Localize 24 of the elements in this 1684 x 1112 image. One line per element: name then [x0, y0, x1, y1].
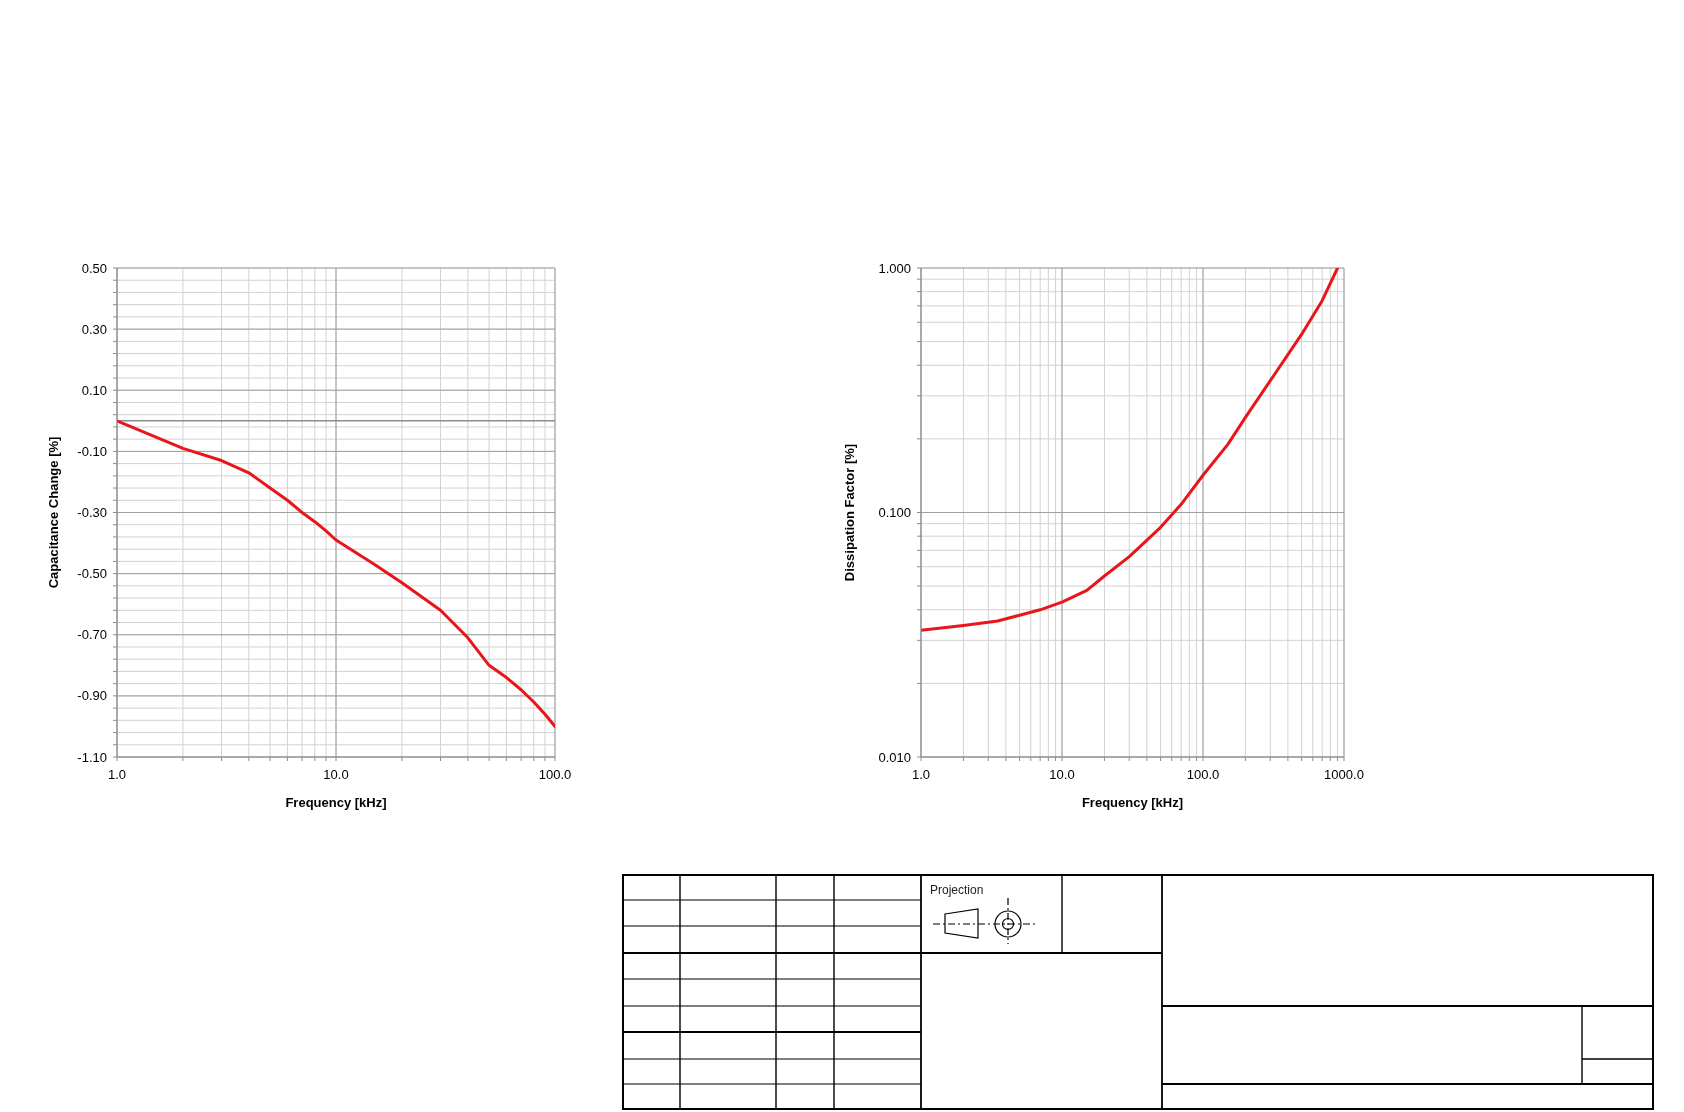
x-axis-title: Frequency [kHz]	[1081, 795, 1184, 810]
y-tick-label: 0.100	[878, 505, 911, 521]
y-tick-label: -0.90	[77, 688, 107, 704]
y-tick-label: -0.10	[77, 443, 107, 459]
y-axis-title: Dissipation Factor [%]	[841, 443, 857, 582]
y-axis-title: Capacitance Change [%]	[45, 436, 61, 589]
y-tick-label: -0.70	[77, 627, 107, 643]
y-tick-label: 0.30	[81, 321, 107, 337]
x-tick-label: 10.0	[323, 767, 349, 783]
y-tick-label: 0.50	[81, 260, 107, 276]
x-tick-label: 1.0	[911, 767, 931, 783]
x-tick-label: 1.0	[107, 767, 127, 783]
x-tick-label: 100.0	[538, 767, 572, 783]
x-axis-title: Frequency [kHz]	[285, 795, 387, 810]
x-tick-label: 1000.0	[1324, 767, 1364, 783]
y-tick-label: 0.010	[878, 749, 911, 765]
y-tick-label: -1.10	[77, 749, 107, 765]
text: Projection	[930, 883, 984, 897]
y-tick-label: 0.10	[81, 382, 107, 398]
y-tick-label: 1.000	[878, 260, 911, 276]
x-tick-label: 10.0	[1049, 767, 1075, 783]
y-tick-label: -0.50	[77, 566, 107, 582]
x-tick-label: 100.0	[1186, 767, 1220, 783]
y-tick-label: -0.30	[77, 505, 107, 521]
